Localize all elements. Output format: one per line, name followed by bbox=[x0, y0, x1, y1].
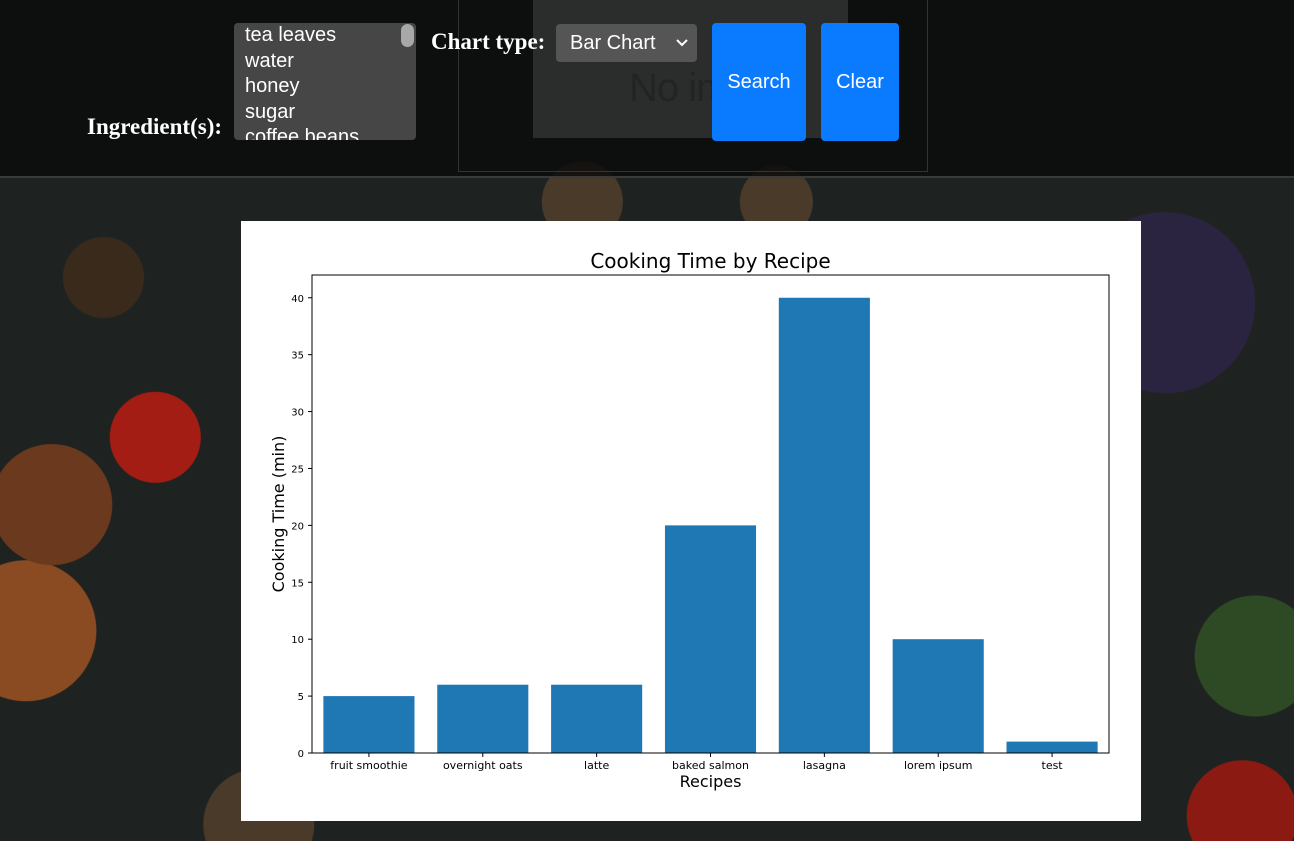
list-scrollbar[interactable] bbox=[401, 24, 414, 47]
ingredient-multiselect[interactable]: tea leaves water honey sugar coffee bean… bbox=[234, 23, 416, 140]
x-tick-label: lasagna bbox=[803, 759, 846, 772]
y-tick-label: 10 bbox=[291, 635, 304, 646]
x-axis-label: Recipes bbox=[680, 772, 742, 791]
clear-button[interactable]: Clear bbox=[821, 23, 899, 141]
bar bbox=[778, 297, 870, 753]
chart-title: Cooking Time by Recipe bbox=[590, 249, 830, 273]
bar bbox=[323, 696, 415, 753]
search-button[interactable]: Search bbox=[712, 23, 806, 141]
y-tick-label: 20 bbox=[291, 521, 304, 532]
ingredient-option[interactable]: sugar bbox=[245, 100, 296, 123]
chart-type-label: Chart type: bbox=[431, 29, 546, 54]
bar bbox=[1006, 741, 1098, 753]
ingredient-option[interactable]: tea leaves bbox=[245, 24, 337, 46]
x-tick-label: overnight oats bbox=[443, 759, 523, 772]
top-toolbar: No im Ingredient(s): tea leaves water ho… bbox=[0, 0, 1294, 178]
x-tick-label: latte bbox=[584, 759, 609, 772]
y-tick-label: 15 bbox=[291, 578, 304, 589]
x-tick-label: test bbox=[1042, 759, 1064, 772]
chevron-down-icon bbox=[676, 39, 688, 47]
ingredient-label: Ingredient(s): bbox=[87, 114, 223, 139]
bar bbox=[892, 639, 984, 753]
ingredient-option[interactable]: honey bbox=[245, 75, 300, 97]
chart-panel: Cooking Time by Recipe fruit smoothie over… bbox=[241, 221, 1141, 821]
bar-chart: Cooking Time by Recipe fruit smoothie over… bbox=[269, 249, 1110, 791]
plot-frame bbox=[311, 274, 1110, 754]
image-frame bbox=[458, 0, 928, 172]
y-tick-label: 0 bbox=[298, 749, 304, 760]
x-tick-label: fruit smoothie bbox=[330, 759, 407, 772]
y-tick-label: 5 bbox=[298, 692, 304, 703]
y-tick-label: 40 bbox=[291, 294, 304, 305]
y-tick-label: 30 bbox=[291, 408, 304, 419]
y-axis-label: Cooking Time (min) bbox=[269, 436, 288, 593]
bar bbox=[664, 525, 757, 753]
chart-type-value: Bar Chart bbox=[570, 32, 656, 54]
x-tick-label: lorem ipsum bbox=[904, 759, 973, 772]
y-tick-label: 35 bbox=[291, 351, 304, 362]
ingredient-option[interactable]: water bbox=[245, 49, 294, 72]
y-tick-label: 25 bbox=[291, 464, 304, 475]
bar bbox=[437, 684, 529, 753]
x-tick-label: baked salmon bbox=[672, 759, 749, 772]
chart-type-select[interactable]: Bar Chart bbox=[556, 24, 697, 62]
ingredient-option[interactable]: coffee beans bbox=[245, 126, 360, 140]
bar bbox=[551, 684, 643, 753]
